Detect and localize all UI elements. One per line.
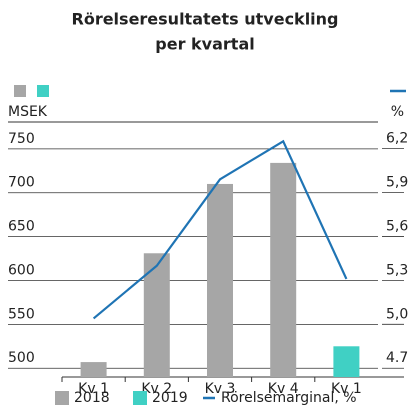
y2-tick-label: 5,9 (386, 175, 408, 191)
bar (143, 253, 170, 377)
legend-swatch (133, 391, 147, 405)
bar (270, 162, 297, 377)
bar (207, 183, 233, 377)
legend-label: 2018 (74, 390, 110, 406)
x-tick-label: Kv 4 (268, 381, 299, 397)
y2-tick-label: 6,2 (386, 131, 408, 147)
legend-swatch (55, 391, 69, 405)
y-tick-label: 500 (8, 350, 35, 366)
y-tick-label: 750 (8, 131, 35, 147)
chart-title: per kvartal (155, 35, 254, 54)
y2-tick-label: 5,6 (386, 218, 408, 234)
x-tick-label: Kv 2 (141, 381, 172, 397)
legend-label: Rörelsemarginal, % (221, 390, 357, 406)
y-axis-label: MSEK (8, 104, 48, 120)
y2-tick-label: 5,0 (386, 306, 408, 322)
y-tick-label: 650 (8, 219, 35, 235)
y-tick-label: 550 (8, 306, 35, 322)
axis-swatch (14, 85, 26, 97)
y2-tick-label: 4.7 (386, 350, 408, 366)
x-tick-label: Kv 1 (78, 381, 109, 397)
bar (80, 362, 107, 377)
line (92, 139, 348, 320)
x-tick-label: Kv 3 (205, 381, 236, 397)
chart-title: Rörelseresultatets utveckling (72, 10, 339, 29)
y-tick-label: 700 (8, 175, 35, 191)
y-tick-label: 600 (8, 262, 35, 278)
x-tick-label: Kv 1 (331, 381, 362, 397)
y2-tick-label: 5,3 (386, 262, 408, 278)
bar (333, 346, 360, 377)
y2-axis-label: % (391, 104, 404, 120)
legend-label: 2019 (152, 390, 188, 406)
axis-swatch (37, 85, 49, 97)
